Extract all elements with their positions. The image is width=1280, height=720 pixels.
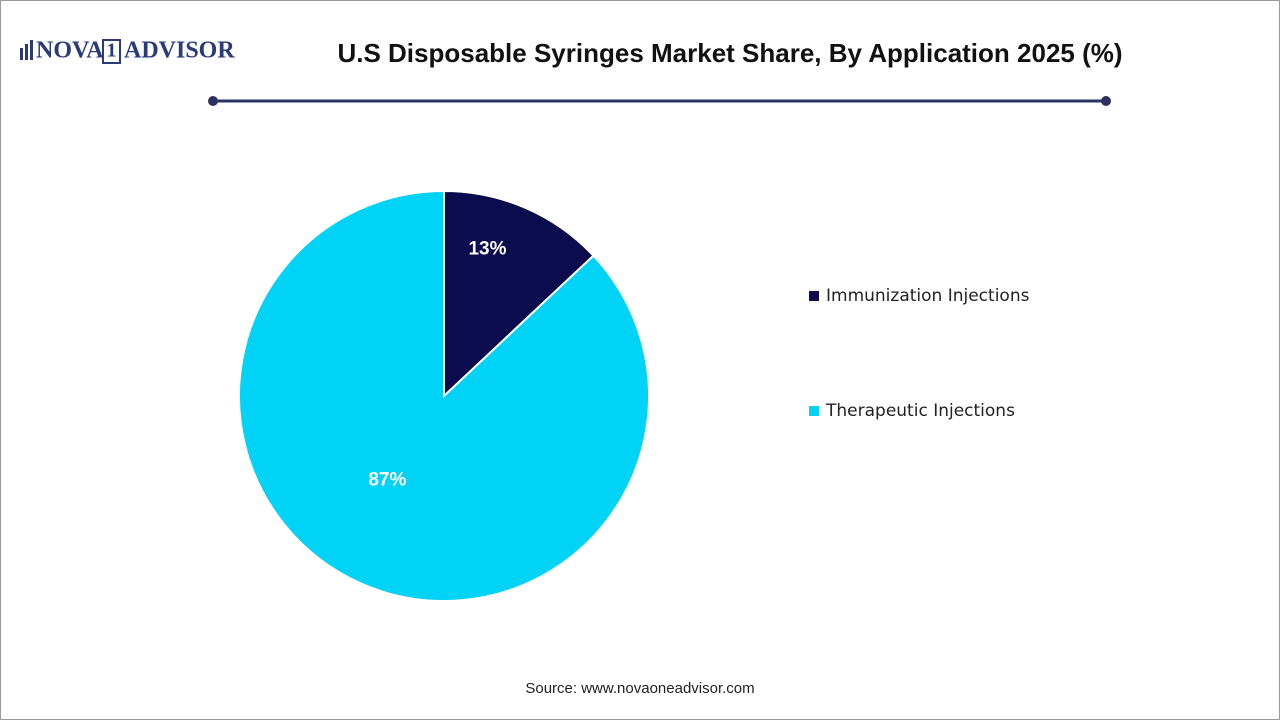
rule-dot [208, 96, 218, 106]
logo-text: ADVISOR [124, 38, 235, 64]
logo-text: 1 [107, 40, 117, 62]
logo-bar [30, 40, 33, 60]
legend-swatch [809, 291, 819, 301]
source: Source: www.novaoneadvisor.com [525, 680, 754, 697]
logo-bar [20, 48, 23, 60]
logo: NOVA 1 ADVISOR [20, 38, 235, 64]
logo-box [102, 39, 121, 64]
pie-slice [443, 189, 595, 399]
logo-bar [25, 44, 28, 60]
legend-label: Immunization Injections [826, 286, 1030, 306]
data-label: 13% [468, 238, 506, 259]
logo-text: NOVA [36, 38, 104, 64]
legend-swatch [809, 406, 819, 416]
rule-dot [1101, 96, 1111, 106]
pie-slice [238, 189, 650, 602]
legend-label: Therapeutic Injections [825, 401, 1015, 421]
chart-title: U.S Disposable Syringes Market Share, By… [337, 38, 1122, 68]
data-label: 87% [368, 470, 406, 491]
